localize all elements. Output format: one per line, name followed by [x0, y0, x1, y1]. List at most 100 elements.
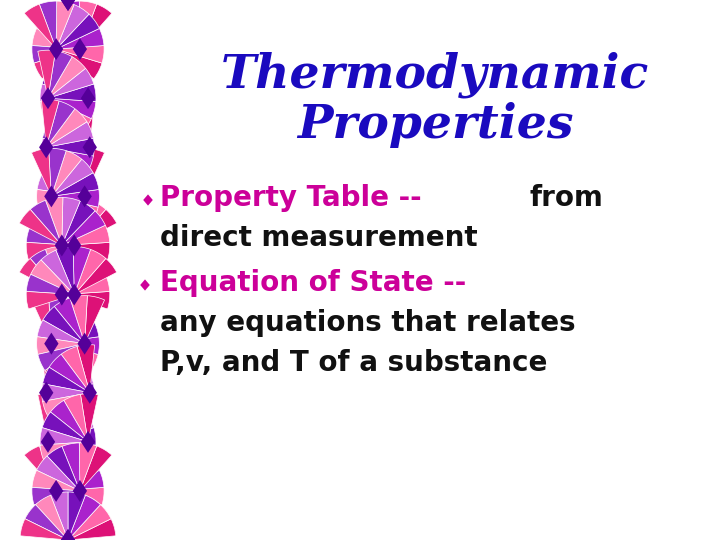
Wedge shape — [24, 446, 56, 491]
Wedge shape — [56, 14, 99, 49]
Wedge shape — [40, 84, 88, 102]
Wedge shape — [56, 488, 104, 505]
Wedge shape — [40, 442, 88, 462]
Wedge shape — [42, 69, 88, 98]
Wedge shape — [47, 4, 80, 49]
Wedge shape — [70, 295, 87, 343]
Wedge shape — [38, 50, 55, 98]
Wedge shape — [55, 198, 74, 246]
Wedge shape — [74, 249, 106, 294]
Polygon shape — [67, 234, 81, 256]
Wedge shape — [73, 198, 91, 246]
Wedge shape — [48, 98, 96, 119]
Wedge shape — [48, 51, 72, 98]
Wedge shape — [46, 384, 94, 401]
Wedge shape — [51, 151, 81, 197]
Polygon shape — [41, 431, 55, 453]
Wedge shape — [46, 347, 75, 393]
Wedge shape — [42, 412, 88, 442]
Wedge shape — [48, 442, 91, 477]
Wedge shape — [56, 4, 89, 49]
Wedge shape — [56, 470, 104, 491]
Wedge shape — [68, 504, 111, 540]
Wedge shape — [35, 495, 68, 540]
Wedge shape — [68, 519, 116, 540]
Wedge shape — [31, 211, 74, 246]
Wedge shape — [56, 456, 99, 491]
Wedge shape — [51, 343, 91, 383]
Wedge shape — [38, 197, 85, 224]
Wedge shape — [42, 122, 90, 147]
Wedge shape — [49, 354, 90, 393]
Polygon shape — [83, 136, 97, 158]
Polygon shape — [73, 480, 87, 502]
Polygon shape — [83, 382, 97, 404]
Wedge shape — [54, 298, 85, 343]
Wedge shape — [27, 225, 74, 246]
Text: Equation of State --: Equation of State -- — [160, 269, 467, 297]
Wedge shape — [27, 274, 74, 294]
Wedge shape — [62, 211, 105, 246]
Wedge shape — [48, 428, 96, 445]
Wedge shape — [51, 190, 99, 207]
Wedge shape — [46, 122, 94, 147]
Wedge shape — [54, 151, 85, 197]
Polygon shape — [81, 87, 95, 109]
Wedge shape — [62, 292, 110, 309]
Wedge shape — [45, 98, 88, 133]
Wedge shape — [20, 519, 68, 540]
Wedge shape — [62, 201, 95, 246]
Wedge shape — [30, 200, 62, 246]
Wedge shape — [26, 242, 74, 260]
Wedge shape — [56, 29, 104, 49]
Wedge shape — [48, 98, 81, 143]
Wedge shape — [49, 147, 90, 186]
Wedge shape — [50, 492, 68, 540]
Wedge shape — [37, 337, 85, 354]
Wedge shape — [55, 247, 74, 294]
Polygon shape — [81, 431, 95, 453]
Wedge shape — [46, 367, 94, 393]
Polygon shape — [55, 284, 69, 306]
Wedge shape — [46, 147, 94, 172]
Wedge shape — [30, 249, 62, 294]
Wedge shape — [51, 337, 99, 354]
Wedge shape — [40, 428, 88, 445]
Text: P,v, and T of a substance: P,v, and T of a substance — [160, 349, 547, 377]
Wedge shape — [26, 292, 74, 309]
Wedge shape — [32, 488, 80, 505]
Wedge shape — [48, 394, 72, 442]
Wedge shape — [68, 492, 86, 540]
Text: direct measurement: direct measurement — [160, 224, 477, 252]
Wedge shape — [35, 495, 68, 540]
Wedge shape — [61, 147, 90, 193]
Wedge shape — [47, 447, 80, 491]
Wedge shape — [34, 491, 80, 521]
Wedge shape — [46, 393, 75, 439]
Text: any equations that relates: any equations that relates — [160, 309, 575, 337]
Wedge shape — [62, 225, 109, 246]
Wedge shape — [68, 495, 100, 540]
Wedge shape — [19, 259, 62, 294]
Wedge shape — [50, 492, 68, 540]
Wedge shape — [62, 242, 110, 260]
Wedge shape — [68, 519, 116, 540]
Wedge shape — [42, 367, 90, 393]
Wedge shape — [62, 274, 109, 294]
Wedge shape — [37, 190, 85, 207]
Wedge shape — [50, 400, 88, 442]
Wedge shape — [41, 345, 59, 393]
Wedge shape — [43, 306, 85, 343]
Wedge shape — [46, 101, 75, 147]
Wedge shape — [62, 1, 80, 49]
Wedge shape — [45, 198, 63, 246]
Wedge shape — [68, 504, 111, 540]
Wedge shape — [40, 98, 88, 119]
Text: Properties: Properties — [297, 102, 573, 148]
Text: Thermodynamic: Thermodynamic — [221, 52, 649, 98]
Wedge shape — [74, 200, 106, 246]
Wedge shape — [48, 400, 86, 442]
Wedge shape — [46, 109, 87, 147]
Polygon shape — [49, 480, 63, 502]
Wedge shape — [25, 504, 68, 540]
